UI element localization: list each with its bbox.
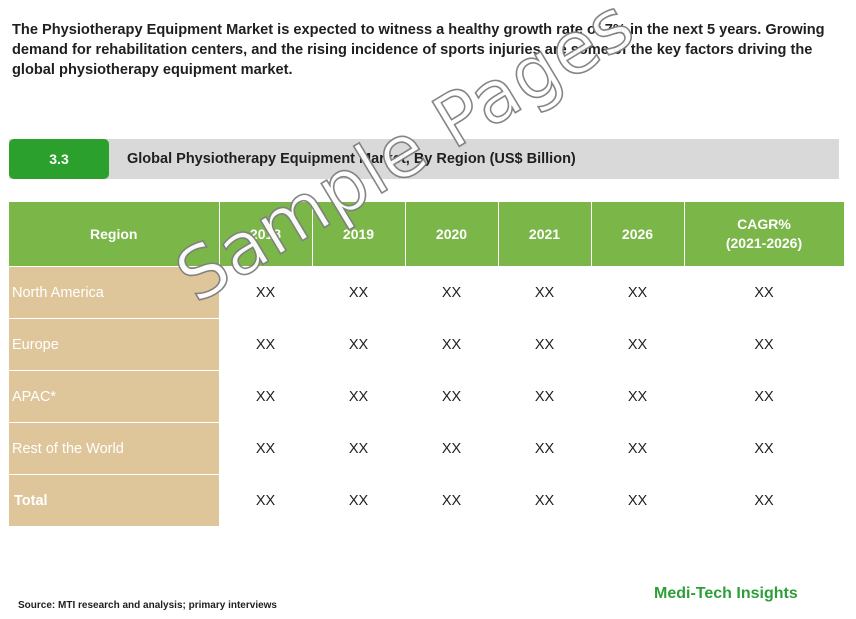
value-cell: XX [312, 474, 405, 526]
table-row-total: Total XX XX XX XX XX XX [9, 474, 844, 526]
value-cell: XX [405, 318, 498, 371]
value-cell: XX [498, 422, 591, 475]
value-cell: XX [312, 422, 405, 475]
header-year: 2019 [312, 202, 406, 267]
value-cell: XX [219, 422, 312, 475]
header-cagr: CAGR% (2021-2026) [684, 202, 845, 267]
section-title: Global Physiotherapy Equipment Market, B… [127, 151, 576, 167]
value-cell: XX [684, 266, 844, 319]
region-market-table: Region 2018 2019 2020 2021 2026 CAGR% (2… [9, 202, 845, 526]
value-cell: XX [684, 370, 844, 423]
value-cell: XX [684, 318, 844, 371]
value-cell: XX [684, 422, 844, 475]
region-cell: Rest of the World [9, 422, 219, 475]
value-cell: XX [591, 266, 684, 319]
value-cell: XX [498, 318, 591, 371]
region-cell-total: Total [9, 474, 219, 526]
brand-logo-text: Medi-Tech Insights [654, 585, 798, 602]
source-note: Source: MTI research and analysis; prima… [18, 600, 277, 611]
region-cell: Europe [9, 318, 219, 371]
value-cell: XX [498, 474, 591, 526]
value-cell: XX [591, 318, 684, 371]
value-cell: XX [591, 422, 684, 475]
value-cell: XX [405, 370, 498, 423]
value-cell: XX [405, 266, 498, 319]
value-cell: XX [312, 318, 405, 371]
header-region: Region [9, 202, 220, 267]
table-row: Rest of the World XX XX XX XX XX XX [9, 422, 844, 475]
value-cell: XX [405, 474, 498, 526]
header-year: 2026 [591, 202, 685, 267]
value-cell: XX [498, 370, 591, 423]
table-row: North America XX XX XX XX XX XX [9, 266, 844, 319]
header-year: 2021 [498, 202, 592, 267]
section-number-badge: 3.3 [9, 139, 109, 179]
table-header-row: Region 2018 2019 2020 2021 2026 CAGR% (2… [9, 202, 845, 267]
table-row: APAC* XX XX XX XX XX XX [9, 370, 844, 423]
value-cell: XX [591, 474, 684, 526]
table-row: Europe XX XX XX XX XX XX [9, 318, 844, 371]
value-cell: XX [312, 370, 405, 423]
value-cell: XX [312, 266, 405, 319]
value-cell: XX [219, 370, 312, 423]
value-cell: XX [219, 318, 312, 371]
region-cell: North America [9, 266, 219, 319]
value-cell: XX [684, 474, 844, 526]
header-year: 2018 [219, 202, 313, 267]
value-cell: XX [591, 370, 684, 423]
header-year: 2020 [405, 202, 499, 267]
header-cagr-period: (2021-2026) [725, 235, 803, 251]
intro-paragraph: The Physiotherapy Equipment Market is ex… [12, 22, 825, 78]
value-cell: XX [405, 422, 498, 475]
header-cagr-label: CAGR% [737, 216, 791, 232]
value-cell: XX [219, 474, 312, 526]
value-cell: XX [498, 266, 591, 319]
region-cell: APAC* [9, 370, 219, 423]
value-cell: XX [219, 266, 312, 319]
section-header-bar: 3.3 Global Physiotherapy Equipment Marke… [9, 139, 839, 179]
